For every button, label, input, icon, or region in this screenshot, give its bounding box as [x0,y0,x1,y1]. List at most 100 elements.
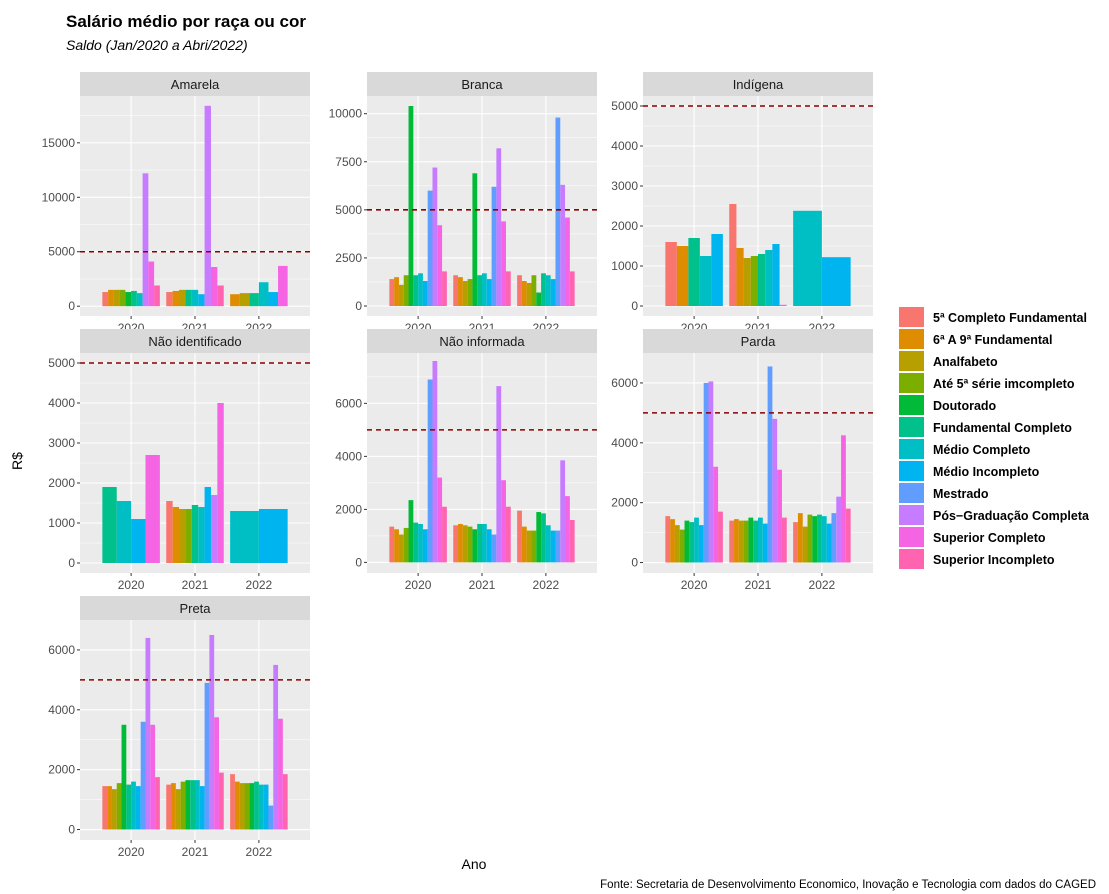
bar [688,238,700,306]
bar [748,517,754,563]
bar [807,514,813,563]
bar [496,386,502,563]
bar [505,271,511,306]
legend-label: Médio Incompleto [933,465,1040,479]
bar [442,506,447,563]
bar [531,530,537,563]
bar [482,273,487,306]
bar [171,783,176,830]
y-tick-label: 0 [68,823,75,837]
bar [408,500,414,563]
bar [282,774,288,830]
bar [210,266,218,307]
bar [185,780,191,830]
bar [665,242,677,306]
bar [427,190,433,306]
bar [179,509,186,563]
bar [150,724,156,830]
bar [394,529,399,563]
y-tick-label: 10000 [329,107,363,121]
bar [413,275,419,306]
bar [560,184,566,306]
bar [239,293,250,307]
y-tick-label: 0 [355,555,362,569]
legend-label: Médio Completo [933,443,1031,457]
bar [765,250,773,306]
bar [821,257,851,306]
y-tick-label: 15000 [42,136,76,150]
bar [209,634,215,830]
bar [491,186,497,306]
bar [131,290,137,307]
legend-key [899,373,924,393]
y-tick-label: 6000 [611,376,638,390]
bar [793,210,822,306]
bar [140,721,146,830]
bar [458,277,463,306]
bar [491,534,497,563]
bar [826,523,832,563]
y-tick-label: 2000 [48,476,75,490]
bar [121,724,127,830]
bar [521,526,527,563]
y-tick-label: 0 [68,299,75,313]
legend-label: Até 5ª série imcompleto [933,377,1075,391]
bar [204,487,211,563]
bar [467,526,473,563]
bar [389,526,395,563]
bar [777,469,782,563]
bar [841,435,846,563]
facet-strip-label: Parda [741,334,776,349]
bar [486,279,492,306]
x-tick-label: 2020 [405,578,432,592]
bar [116,783,122,830]
bar [458,523,463,563]
bar [427,379,433,563]
y-tick-label: 0 [355,299,362,313]
bar [154,285,160,307]
bar [836,496,842,563]
bar [398,284,404,306]
bar [198,294,205,307]
x-tick-label: 2020 [681,578,708,592]
legend: 5ª Completo Fundamental 6ª A 9ª Fundament… [899,307,1090,569]
bar [278,718,283,830]
legend-key [899,505,924,525]
bar [674,525,680,563]
legend-key [899,461,924,481]
x-tick-label: 2020 [118,578,145,592]
bar [453,275,459,306]
bar [191,505,199,563]
facet-panel: Não informada 0 2000 4000 6000 2020 2021 2022 [335,329,597,592]
bar [462,525,468,563]
bar [517,510,522,563]
bar [126,784,132,830]
bar [779,304,787,306]
bar [536,512,542,563]
bar [501,480,506,563]
x-axis-title: Ano [462,856,487,872]
bar [477,275,482,306]
y-tick-label: 4000 [611,139,638,153]
bar [753,520,758,563]
bar [166,784,172,830]
facet-panel: Parda 0 2000 4000 6000 2020 2021 2022 [611,329,873,592]
legend-label: Pós−Graduação Completa [933,509,1090,523]
chart-subtitle: Saldo (Jan/2020 a Abri/2022) [66,37,248,53]
bar [482,523,487,563]
y-axis-title: R$ [9,452,25,470]
bar [517,275,522,306]
bar [565,496,570,563]
bar [713,466,719,563]
bar [155,777,160,830]
bar [204,105,211,307]
legend-label: 5ª Completo Fundamental [933,311,1087,325]
y-tick-label: 0 [631,556,638,570]
bar [772,418,778,563]
y-tick-label: 10000 [42,190,76,204]
bar [249,293,259,307]
bar [442,271,447,306]
y-tick-label: 7500 [335,155,362,169]
